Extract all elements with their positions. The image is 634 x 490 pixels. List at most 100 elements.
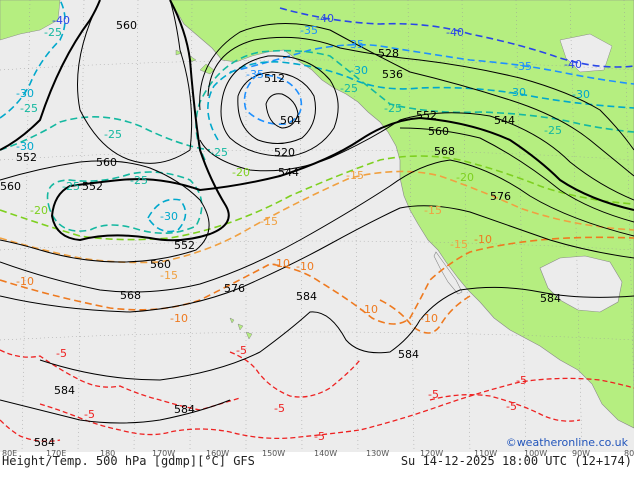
hawaiian-islands — [229, 317, 253, 340]
height-contour-label: 504 — [280, 114, 301, 127]
height-contour-label: 584 — [174, 403, 195, 416]
height-contour-label: 568 — [434, 145, 455, 158]
temperature-contour-label: -15 — [160, 269, 178, 282]
temperature-contour-label: -10 — [360, 303, 378, 316]
temperature-contour-label: -15 — [450, 238, 468, 251]
height-contours — [0, 0, 634, 424]
temperature-contour-label: -35 — [246, 68, 264, 81]
temperature-contour-label: -10 — [170, 312, 188, 325]
height-contour-label: 512 — [264, 72, 285, 85]
temperature-contour-label: -5 — [274, 402, 285, 415]
footer-bar — [0, 452, 634, 490]
height-contour-label: 552 — [16, 151, 37, 164]
height-contour-label: 560 — [116, 19, 137, 32]
height-contour-label: 536 — [382, 68, 403, 81]
longitude-label: 180 — [100, 449, 115, 458]
contour-512 — [237, 71, 316, 144]
height-contour-label: 584 — [296, 290, 317, 303]
temperature-contour-label: -40 — [316, 12, 334, 25]
longitude-label: 90W — [572, 449, 590, 458]
temperature-contour-label: -40 — [564, 58, 582, 71]
height-contour-label: 584 — [398, 348, 419, 361]
height-contour-label: 552 — [416, 109, 437, 122]
contour-520 — [220, 55, 339, 157]
contour-544 — [199, 112, 634, 201]
longitude-label: 110W — [474, 449, 497, 458]
contour-568 — [0, 159, 634, 293]
temperature-contour-label: -35 — [514, 60, 532, 73]
temperature-contour-label: -15 — [260, 215, 278, 228]
contour-584-south — [0, 399, 231, 424]
temperature-contour-label: -20 — [456, 171, 474, 184]
graticule — [0, 0, 634, 453]
height-contour-label: 560 — [96, 156, 117, 169]
temperature-contour-label: -40 — [52, 14, 70, 27]
temperature-contour-label: -35 — [300, 24, 318, 37]
longitude-label: 120W — [420, 449, 443, 458]
temperature-contour-label: -25 — [62, 180, 80, 193]
height-contour-label: 584 — [34, 436, 55, 449]
height-contour-label: 544 — [278, 166, 299, 179]
isotherm-m35 — [229, 43, 634, 85]
temperature-contour-label: -40 — [446, 26, 464, 39]
isotherm-m5-e — [0, 419, 61, 442]
longitude-label: 170W — [152, 449, 175, 458]
temperature-contour-label: -5 — [428, 388, 439, 401]
temperature-contour-label: -25 — [104, 128, 122, 141]
temperature-labels: -40-40-35-35-35-30 -40-30-25-30-25-25-20-… — [16, 12, 590, 443]
credit-link[interactable]: ©weatheronline.co.uk — [506, 436, 629, 449]
temperature-contour-label: -10 — [272, 257, 290, 270]
isotherm-m15 — [0, 170, 634, 264]
contour-504 — [265, 93, 299, 129]
temperature-contour-label: -25 — [44, 26, 62, 39]
isotherm-m25-far-west — [0, 116, 211, 151]
temperature-contour-label: -25 — [210, 146, 228, 159]
longitude-label: 150W — [262, 449, 285, 458]
isotherm-m5-c — [39, 377, 634, 440]
temperature-contour-label: -10 — [296, 260, 314, 273]
temperature-contour-label: -5 — [506, 400, 517, 413]
temperature-contour-label: -30 — [350, 64, 368, 77]
temperature-contour-label: -5 — [314, 430, 325, 443]
isotherm-m5-d — [429, 394, 581, 422]
temperature-contour-label: -25 — [20, 102, 38, 115]
height-contour-label: 528 — [378, 47, 399, 60]
baja-california — [433, 251, 463, 295]
temperature-contour-label: -20 — [232, 166, 250, 179]
longitude-labels: 80E 170E 180 170W 160W 150W 140W 130W 120W 110W 10… — [2, 449, 634, 458]
longitude-label: 130W — [366, 449, 389, 458]
temperature-contour-label: -30 — [160, 210, 178, 223]
height-contour-label: 560 — [428, 125, 449, 138]
contour-560-ring — [77, 0, 193, 164]
longitude-label: 100W — [524, 449, 547, 458]
temperature-contour-label: -25 — [130, 174, 148, 187]
height-contour-label: 560 — [0, 180, 21, 193]
height-contour-label: 584 — [540, 292, 561, 305]
northern-water — [559, 33, 613, 73]
temperature-contour-label: -15 — [424, 204, 442, 217]
temperature-contour-label: -35 — [346, 38, 364, 51]
temperature-contour-label: -5 — [84, 408, 95, 421]
temperature-contour-label: -10 — [474, 233, 492, 246]
temperature-contour-label: -10 — [420, 312, 438, 325]
contour-576 — [0, 205, 634, 313]
temperature-contour-label: -5 — [516, 374, 527, 387]
temperature-contour-label: -25 — [340, 82, 358, 95]
isotherm-m10 — [0, 236, 634, 325]
height-contour-label: 552 — [82, 180, 103, 193]
temperature-contour-label: -25 — [384, 102, 402, 115]
temperature-contour-label: -5 — [236, 344, 247, 357]
longitude-label: 160W — [206, 449, 229, 458]
isotherm-m30-far-west — [0, 0, 66, 119]
height-contour-label: 560 — [150, 258, 171, 271]
height-contour-label: 584 — [54, 384, 75, 397]
isotherm-m30 — [207, 61, 634, 141]
temperature-contour-label: -30 — [572, 88, 590, 101]
temperature-contour-label: -30 — [16, 87, 34, 100]
contour-536 — [199, 23, 634, 177]
isotherm-m35-low — [243, 73, 303, 126]
height-contour-label: 576 — [490, 190, 511, 203]
contour-560 — [0, 127, 634, 263]
height-contour-label: 568 — [120, 289, 141, 302]
